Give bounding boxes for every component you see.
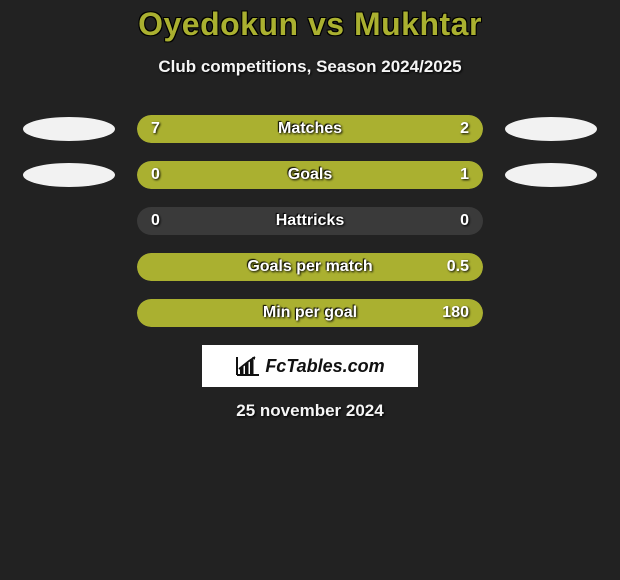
stat-row: 7Matches2 <box>0 115 620 143</box>
right-badge <box>501 115 601 143</box>
page-title: Oyedokun vs Mukhtar <box>0 6 620 43</box>
right-badge <box>501 299 601 327</box>
stat-bar: 0Hattricks0 <box>137 207 483 235</box>
right-badge <box>501 207 601 235</box>
stat-row: Goals per match0.5 <box>0 253 620 281</box>
stats-list: 7Matches20Goals10Hattricks0Goals per mat… <box>0 115 620 327</box>
player-ellipse-right <box>505 163 597 187</box>
logo-text: FcTables.com <box>265 356 384 377</box>
logo-badge[interactable]: FcTables.com <box>202 345 418 387</box>
stat-label: Goals per match <box>137 258 483 276</box>
stat-row: 0Goals1 <box>0 161 620 189</box>
chart-icon <box>235 355 261 377</box>
player-ellipse-left <box>23 163 115 187</box>
stat-value-right: 180 <box>442 304 469 322</box>
stat-value-right: 0 <box>460 212 469 230</box>
player-ellipse-right <box>505 117 597 141</box>
stat-value-right: 1 <box>460 166 469 184</box>
stat-value-right: 2 <box>460 120 469 138</box>
stat-label: Hattricks <box>137 212 483 230</box>
stat-bar: Min per goal180 <box>137 299 483 327</box>
right-badge <box>501 253 601 281</box>
left-badge <box>19 161 119 189</box>
stat-bar: Goals per match0.5 <box>137 253 483 281</box>
stat-label: Matches <box>137 120 483 138</box>
left-badge <box>19 299 119 327</box>
stat-bar: 7Matches2 <box>137 115 483 143</box>
player-ellipse-left <box>23 117 115 141</box>
stats-widget: Oyedokun vs Mukhtar Club competitions, S… <box>0 0 620 421</box>
stat-row: 0Hattricks0 <box>0 207 620 235</box>
left-badge <box>19 115 119 143</box>
stat-row: Min per goal180 <box>0 299 620 327</box>
stat-value-right: 0.5 <box>447 258 469 276</box>
right-badge <box>501 161 601 189</box>
date-text: 25 november 2024 <box>0 401 620 421</box>
left-badge <box>19 253 119 281</box>
stat-label: Goals <box>137 166 483 184</box>
stat-label: Min per goal <box>137 304 483 322</box>
subtitle: Club competitions, Season 2024/2025 <box>0 57 620 77</box>
left-badge <box>19 207 119 235</box>
stat-bar: 0Goals1 <box>137 161 483 189</box>
